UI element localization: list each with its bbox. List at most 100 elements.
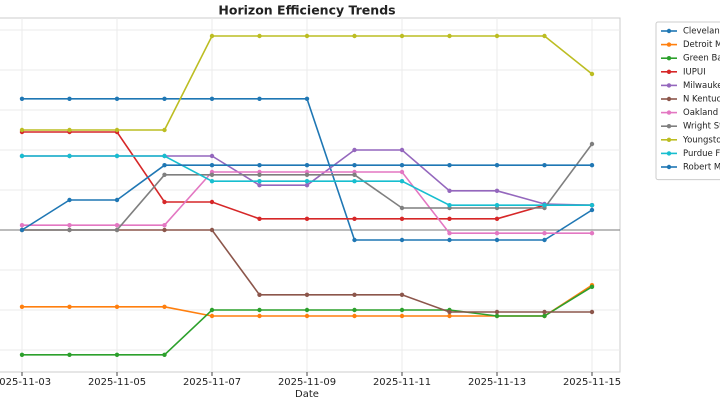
data-point	[304, 183, 310, 188]
data-point	[19, 352, 25, 357]
data-point	[162, 163, 167, 168]
data-point	[114, 153, 120, 159]
data-point	[399, 307, 405, 313]
data-point	[399, 292, 405, 297]
legend-marker	[666, 164, 672, 170]
data-point	[257, 216, 262, 221]
data-point	[114, 96, 120, 102]
data-point	[352, 33, 357, 39]
data-point	[257, 163, 262, 168]
data-point	[542, 313, 547, 319]
legend-label: Wright St	[683, 122, 720, 132]
legend-label: Detroit M	[683, 40, 720, 50]
data-point	[399, 169, 405, 175]
data-point	[399, 33, 405, 39]
data-point	[304, 172, 310, 177]
data-point	[352, 147, 357, 153]
data-point	[114, 127, 120, 133]
data-point	[447, 163, 452, 168]
legend-marker	[666, 124, 672, 129]
data-point	[589, 231, 595, 236]
data-point	[114, 352, 120, 357]
data-point	[399, 147, 405, 153]
data-point	[209, 227, 215, 233]
data-point	[162, 227, 167, 233]
legend-label: IUPUI	[683, 67, 706, 77]
data-point	[162, 127, 167, 133]
data-point	[67, 304, 72, 309]
legend-marker	[666, 83, 672, 88]
legend-marker	[666, 151, 672, 156]
data-point	[209, 172, 215, 177]
data-point	[162, 199, 167, 205]
legend-label: Oakland	[683, 108, 718, 118]
data-point	[352, 216, 357, 221]
data-point	[542, 309, 547, 315]
data-point	[399, 179, 405, 184]
data-point	[304, 96, 310, 102]
legend-label: Robert M	[683, 163, 720, 173]
data-point	[114, 227, 120, 233]
data-point	[209, 153, 215, 159]
data-point	[19, 304, 25, 309]
legend-marker	[666, 42, 672, 47]
data-point	[304, 33, 310, 39]
legend-label: Purdue Fo	[683, 149, 720, 159]
data-point	[162, 223, 167, 228]
data-point	[352, 172, 357, 177]
data-point	[209, 313, 215, 319]
data-point	[257, 96, 262, 102]
data-point	[67, 223, 72, 228]
data-point	[352, 292, 357, 297]
data-point	[209, 33, 215, 39]
data-point	[257, 307, 262, 313]
data-point	[494, 33, 500, 39]
data-point	[304, 307, 310, 313]
legend-label: Milwauke	[683, 81, 720, 91]
data-point	[352, 313, 357, 319]
data-point	[19, 223, 25, 228]
x-tick-label: 2025-11-09	[278, 377, 336, 388]
data-point	[209, 179, 215, 184]
data-point	[352, 237, 357, 243]
data-point	[494, 203, 500, 208]
chart-title: Horizon Efficiency Trends	[218, 3, 395, 18]
data-point	[209, 96, 215, 102]
legend-marker	[666, 137, 672, 142]
data-point	[589, 71, 595, 77]
plot-area	[0, 17, 621, 373]
legend-label: Youngsto	[682, 135, 720, 145]
x-tick-label: 2025-11-07	[183, 377, 241, 388]
legend-label: N Kentuc	[683, 95, 720, 105]
legend-marker	[666, 69, 672, 75]
data-point	[447, 188, 452, 193]
data-point	[542, 203, 547, 208]
data-point	[447, 216, 452, 221]
data-point	[589, 203, 595, 208]
data-point	[447, 313, 452, 319]
data-point	[209, 163, 215, 168]
data-point	[589, 141, 595, 147]
data-point	[114, 304, 120, 309]
data-point	[494, 163, 500, 168]
data-point	[257, 292, 262, 297]
legend-marker	[666, 28, 672, 34]
x-axis-label: Date	[295, 389, 319, 400]
data-point	[542, 163, 547, 168]
data-point	[447, 231, 452, 236]
data-point	[162, 172, 167, 177]
data-point	[304, 216, 310, 221]
data-point	[19, 227, 25, 233]
legend-marker	[666, 56, 672, 61]
data-point	[589, 163, 595, 168]
data-point	[447, 309, 452, 315]
data-point	[114, 197, 120, 203]
x-tick-label: 2025-11-05	[88, 377, 146, 388]
data-point	[304, 179, 310, 184]
data-point	[67, 227, 72, 233]
data-point	[589, 284, 595, 289]
data-point	[257, 172, 262, 177]
data-point	[542, 33, 547, 39]
data-point	[589, 207, 595, 213]
